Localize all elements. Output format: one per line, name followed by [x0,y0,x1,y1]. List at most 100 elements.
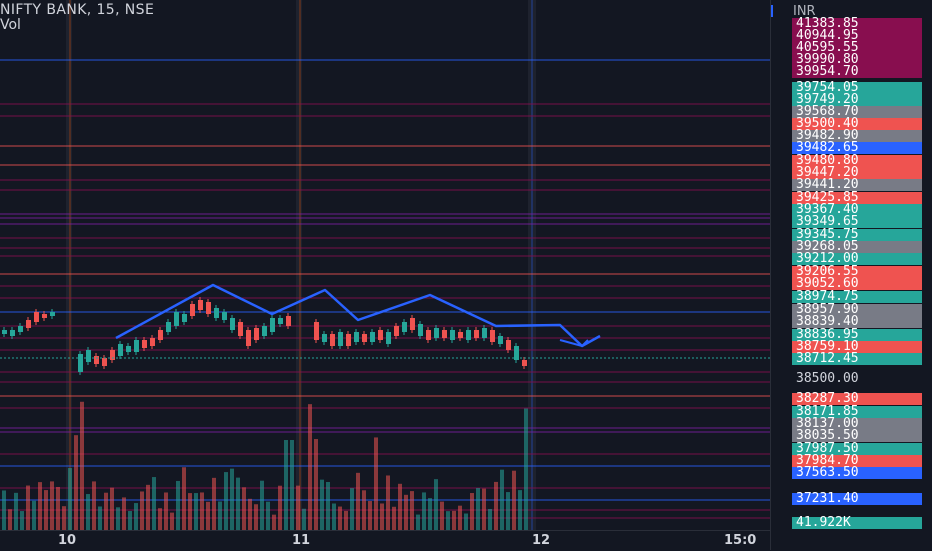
volume-bar [476,488,480,530]
price-label: 37563.50 [792,466,922,479]
price-label: 40595.55 [792,41,922,54]
volume-bar [404,494,408,530]
volume-bar [278,485,282,530]
candle-body [50,312,55,316]
candle-body [386,332,391,344]
candle-body [442,330,447,338]
price-label: 39345.75 [792,228,922,241]
candle-body [10,330,15,336]
candle-body [18,326,23,332]
candle-body [126,346,131,352]
volume-bar [218,501,222,530]
volume-bar [260,480,264,530]
volume-indicator-label[interactable]: Vol [0,17,21,33]
candle-body [214,308,219,318]
volume-bar [248,498,252,530]
candle-body [254,328,259,340]
volume-bar [446,511,450,530]
price-label: 39425.85 [792,191,922,204]
price-label: 38839.40 [792,315,922,328]
candle-body [94,356,99,364]
price-label: 38712.45 [792,352,922,365]
volume-bar [170,512,174,530]
price-label: 39212.00 [792,252,922,265]
volume-bar [116,507,120,530]
volume-bar [242,487,246,530]
volume-bar [254,504,258,530]
axis-price-tick: 38500.00 [796,371,859,386]
volume-bar [410,491,414,530]
volume-bar [104,492,108,530]
volume-bar [344,510,348,530]
candle-body [246,330,251,346]
candle-body [166,322,171,332]
candle-body [410,318,415,330]
time-label-12: 12 [532,533,551,548]
candle-body [262,326,267,336]
volume-bar [494,481,498,530]
volume-bar [98,506,102,530]
candle-body [330,334,335,346]
candle-body [362,334,367,342]
price-label: 41383.85 [792,17,922,30]
volume-bar [182,467,186,530]
volume-bar [440,501,444,530]
volume-bar [488,508,492,530]
volume-bar [152,477,156,530]
volume-bar [32,500,36,530]
volume-bar [458,505,462,530]
volume-bar [236,477,240,530]
candle-body [150,338,155,346]
volume-bar [128,511,132,530]
time-axis[interactable]: 10 11 12 15:0 [0,530,770,551]
price-label: 39568.70 [792,105,922,118]
chart-pane[interactable]: NIFTY BANK, 15, NSE Vol [0,0,770,530]
price-axis[interactable]: INR 41383.85 40944.95 40595.55 39990.80 3995… [770,0,932,550]
volume-bar [122,497,126,530]
candle-body [206,302,211,314]
legend: NIFTY BANK, 15, NSE Vol [0,3,154,33]
candle-body [322,334,327,342]
volume-bar [38,482,42,530]
chart-canvas[interactable] [0,0,770,530]
head-shoulders-drawing [115,283,601,348]
candle-body [134,340,139,352]
price-label: 39052.60 [792,277,922,290]
candle-body [314,322,319,340]
volume-bar [224,472,228,530]
price-label: 39441.20 [792,178,922,191]
volume-bar [134,503,138,530]
symbol-title[interactable]: NIFTY BANK, 15, NSE [0,2,155,18]
volume-bar [374,437,378,530]
volume-bar [308,404,312,530]
volume-bar [500,469,504,530]
price-label: 39268.05 [792,240,922,253]
volume-bar [80,401,84,530]
volume-bar [350,488,354,530]
candle-body [118,344,123,356]
volume-value-label: 41.922K [792,516,922,529]
volume-bar [176,480,180,530]
candle-body [78,354,83,372]
volume-bar [8,509,12,530]
candle-body [458,332,463,338]
candle-body [42,314,47,318]
volume-bar [146,484,150,530]
candle-body [338,332,343,346]
candle-body [370,332,375,342]
volume-bar [56,486,60,530]
price-label: 39500.40 [792,117,922,130]
volume-bar [14,492,18,530]
volume-bar [188,493,192,530]
volume-bar [194,493,198,530]
candle-body [174,312,179,326]
price-label: 39480.80 [792,154,922,167]
price-label: 39447.20 [792,166,922,179]
currency-label[interactable]: INR [793,4,816,19]
price-label: 39206.55 [792,265,922,278]
volume-bar [428,498,432,530]
volume-bar [2,490,6,530]
volume-bar [26,485,30,530]
volume-bar [482,488,486,530]
price-label: 38035.50 [792,429,922,442]
